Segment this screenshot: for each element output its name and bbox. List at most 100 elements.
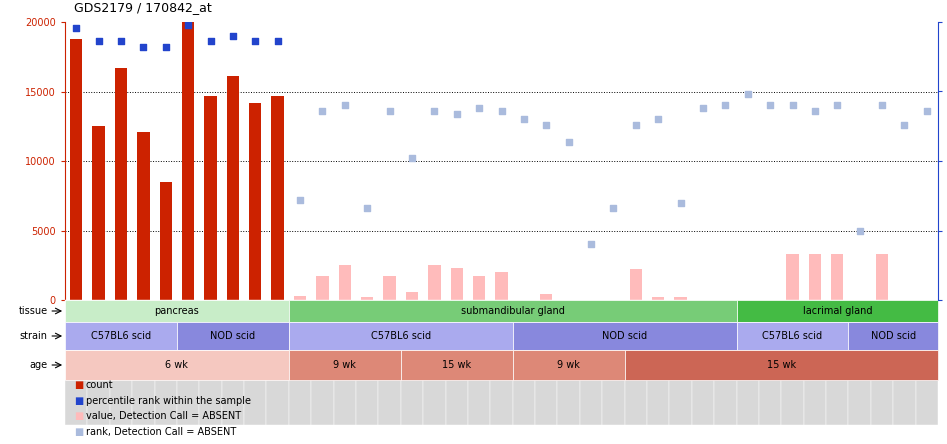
Bar: [177, 322, 289, 350]
Bar: [893, 300, 916, 425]
Bar: [226, 76, 239, 300]
Point: [494, 107, 509, 115]
Point: [158, 44, 173, 51]
Point: [203, 38, 218, 45]
Bar: [495, 272, 508, 300]
Text: ■: ■: [75, 396, 83, 405]
Text: rank, Detection Call = ABSENT: rank, Detection Call = ABSENT: [86, 427, 236, 436]
Text: NOD scid: NOD scid: [602, 331, 647, 341]
Bar: [289, 350, 401, 380]
Text: C57BL6 scid: C57BL6 scid: [762, 331, 823, 341]
Bar: [831, 254, 844, 300]
Bar: [333, 300, 356, 425]
Text: 9 wk: 9 wk: [333, 360, 356, 370]
Point: [135, 44, 151, 51]
Bar: [876, 254, 888, 300]
Bar: [266, 300, 289, 425]
Point: [628, 121, 643, 128]
Text: ■: ■: [75, 380, 83, 390]
Bar: [339, 265, 351, 300]
Bar: [133, 300, 154, 425]
Bar: [786, 254, 798, 300]
Point: [114, 38, 129, 45]
Bar: [473, 276, 485, 300]
Point: [382, 107, 397, 115]
Bar: [580, 300, 602, 425]
Text: lacrimal gland: lacrimal gland: [802, 306, 872, 316]
Point: [225, 32, 241, 40]
Point: [807, 107, 822, 115]
Bar: [451, 268, 463, 300]
Point: [91, 38, 106, 45]
Bar: [737, 300, 938, 322]
Point: [741, 91, 756, 98]
Bar: [249, 103, 261, 300]
Text: NOD scid: NOD scid: [210, 331, 256, 341]
Bar: [512, 322, 737, 350]
Point: [472, 105, 487, 112]
Bar: [177, 300, 199, 425]
Bar: [759, 300, 781, 425]
Bar: [871, 300, 893, 425]
Point: [583, 241, 599, 248]
Point: [360, 205, 375, 212]
Text: 15 wk: 15 wk: [767, 360, 795, 370]
Bar: [737, 322, 849, 350]
Bar: [289, 300, 737, 322]
Bar: [558, 300, 580, 425]
Bar: [222, 300, 244, 425]
Bar: [361, 297, 373, 300]
Bar: [65, 350, 289, 380]
Point: [718, 102, 733, 109]
Bar: [849, 300, 871, 425]
Bar: [110, 300, 133, 425]
Bar: [160, 182, 172, 300]
Bar: [384, 276, 396, 300]
Bar: [182, 22, 194, 300]
Bar: [70, 39, 82, 300]
Bar: [445, 300, 468, 425]
Bar: [691, 300, 714, 425]
Bar: [289, 322, 512, 350]
Point: [181, 21, 196, 28]
Bar: [670, 300, 691, 425]
Point: [248, 38, 263, 45]
Point: [314, 107, 330, 115]
Text: submandibular gland: submandibular gland: [461, 306, 564, 316]
Bar: [379, 300, 401, 425]
Bar: [512, 350, 625, 380]
Point: [516, 116, 531, 123]
Text: GDS2179 / 170842_at: GDS2179 / 170842_at: [75, 1, 212, 14]
Text: C57BL6 scid: C57BL6 scid: [91, 331, 151, 341]
Bar: [312, 300, 333, 425]
Text: tissue: tissue: [18, 306, 47, 316]
Bar: [826, 300, 849, 425]
Bar: [625, 300, 647, 425]
Bar: [916, 300, 938, 425]
Point: [270, 38, 285, 45]
Text: percentile rank within the sample: percentile rank within the sample: [86, 396, 251, 405]
Point: [785, 102, 800, 109]
Bar: [401, 300, 423, 425]
Bar: [625, 350, 938, 380]
Text: count: count: [86, 380, 114, 390]
Bar: [65, 322, 177, 350]
Bar: [674, 297, 687, 300]
Point: [874, 102, 889, 109]
Text: strain: strain: [20, 331, 47, 341]
Point: [897, 121, 912, 128]
Bar: [804, 300, 826, 425]
Bar: [289, 300, 312, 425]
Bar: [137, 132, 150, 300]
Text: pancreas: pancreas: [154, 306, 199, 316]
Point: [673, 199, 688, 206]
Bar: [512, 300, 535, 425]
Text: age: age: [29, 360, 47, 370]
Text: NOD scid: NOD scid: [870, 331, 916, 341]
Text: ■: ■: [75, 411, 83, 421]
Point: [762, 102, 777, 109]
Point: [427, 107, 442, 115]
Point: [651, 116, 666, 123]
Point: [606, 205, 621, 212]
Point: [852, 227, 867, 234]
